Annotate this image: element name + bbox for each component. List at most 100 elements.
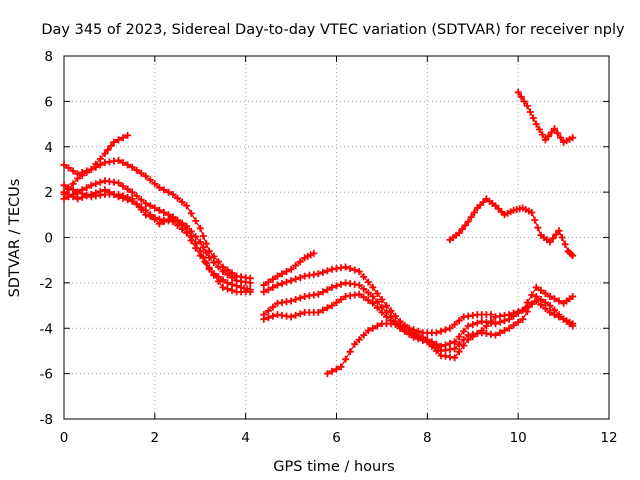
y-tick-label: -4 <box>40 321 53 337</box>
data-point <box>541 136 549 144</box>
data-point <box>65 164 72 172</box>
data-point <box>360 273 368 281</box>
data-point <box>538 131 546 139</box>
x-tick-label: 12 <box>600 430 617 446</box>
data-point <box>160 218 168 226</box>
data-point <box>351 266 359 274</box>
data-point <box>137 196 145 204</box>
data-point <box>432 329 440 337</box>
data-point <box>119 134 127 142</box>
data-point <box>551 311 558 319</box>
data-point <box>554 129 561 137</box>
data-point <box>552 231 560 238</box>
data-point <box>373 290 381 297</box>
data-point <box>196 247 204 255</box>
data-point <box>355 281 363 289</box>
data-point <box>219 268 227 275</box>
data-point <box>346 348 354 356</box>
data-point <box>151 215 159 223</box>
data-point <box>146 202 154 210</box>
data-point <box>264 278 272 286</box>
data-point <box>137 203 145 211</box>
data-point <box>401 323 409 331</box>
data-point <box>60 181 68 189</box>
data-point <box>369 299 377 307</box>
data-point <box>87 165 95 173</box>
data-point <box>528 291 536 299</box>
data-point <box>387 307 395 315</box>
data-point <box>296 294 304 302</box>
data-point <box>260 315 268 323</box>
data-point <box>532 283 540 291</box>
x-tick-label: 8 <box>423 430 432 446</box>
data-point <box>210 252 218 260</box>
data-point <box>501 327 508 334</box>
y-tick-label: 0 <box>44 231 53 247</box>
data-point <box>169 190 177 198</box>
data-point <box>296 258 304 266</box>
data-point <box>383 313 390 321</box>
data-point <box>446 339 454 347</box>
data-point <box>373 304 381 312</box>
data-point <box>192 217 200 225</box>
data-point <box>269 275 277 283</box>
data-point <box>505 324 513 332</box>
data-point <box>541 305 549 313</box>
data-point <box>155 184 163 192</box>
data-point <box>551 295 558 303</box>
data-point <box>460 327 468 335</box>
data-point <box>92 180 100 188</box>
data-point <box>74 170 82 178</box>
data-point <box>228 274 236 282</box>
data-point <box>461 221 469 229</box>
data-point <box>455 333 463 341</box>
data-point <box>119 194 127 202</box>
data-point <box>274 272 281 280</box>
data-point <box>569 293 577 300</box>
data-point <box>328 302 336 310</box>
data-point <box>537 301 545 309</box>
series-track-2 <box>60 156 254 282</box>
data-point <box>323 267 331 275</box>
axis-ticks: 0 2 4 6 8 10 12 -8 -6 -4 -2 0 2 4 6 8 <box>40 49 618 446</box>
data-point <box>355 268 363 275</box>
data-point <box>410 326 418 334</box>
data-point <box>541 299 549 306</box>
data-point <box>423 338 431 346</box>
data-point <box>487 317 495 325</box>
data-point <box>369 283 377 291</box>
data-point <box>514 318 522 326</box>
data-point <box>464 336 472 344</box>
data-point <box>83 184 91 192</box>
data-point <box>544 132 552 140</box>
data-point <box>405 330 413 338</box>
data-point <box>455 317 463 325</box>
data-point <box>392 320 399 328</box>
data-point <box>115 156 122 164</box>
data-point <box>464 218 472 226</box>
data-point <box>473 319 481 327</box>
data-point <box>314 308 322 316</box>
data-point <box>292 296 300 303</box>
data-point <box>287 265 295 273</box>
data-point <box>505 311 513 319</box>
data-point <box>464 322 472 330</box>
data-point <box>133 200 141 208</box>
data-point <box>178 221 186 229</box>
data-point <box>451 354 459 362</box>
data-point <box>228 286 236 294</box>
data-point <box>74 188 82 196</box>
data-point <box>496 318 504 326</box>
series-line <box>63 191 251 291</box>
data-point <box>283 278 290 286</box>
data-point <box>548 128 555 136</box>
data-point <box>469 333 477 341</box>
data-point <box>469 321 477 328</box>
data-point <box>442 326 449 334</box>
data-point <box>333 299 340 306</box>
data-point <box>528 209 536 216</box>
data-point <box>119 182 127 190</box>
data-point <box>142 200 150 207</box>
data-point <box>74 195 82 203</box>
data-point <box>532 120 540 128</box>
